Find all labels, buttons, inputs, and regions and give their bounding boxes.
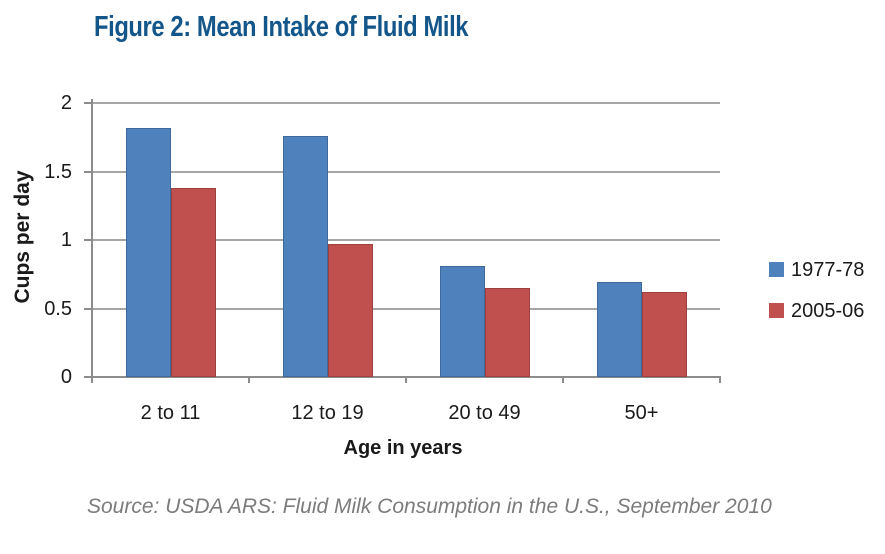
bar-1977-78-50+ bbox=[596, 282, 642, 377]
bar-2005-06-20-to-49 bbox=[484, 287, 530, 377]
y-tick-label: 1.5 bbox=[44, 160, 72, 183]
legend-label: 2005-06 bbox=[791, 300, 865, 322]
y-tick-label: 0.5 bbox=[44, 297, 72, 320]
gridline bbox=[92, 102, 720, 104]
x-tick bbox=[248, 377, 250, 383]
y-tick-label: 0 bbox=[60, 366, 72, 388]
bar-2005-06-2-to-11 bbox=[170, 187, 216, 377]
legend-label: 1977-78 bbox=[791, 259, 865, 281]
figure-title: Figure 2: Mean Intake of Fluid Milk bbox=[94, 11, 469, 43]
legend-swatch-2005-06 bbox=[769, 303, 784, 318]
y-tick bbox=[84, 376, 92, 378]
bar-1977-78-20-to-49 bbox=[439, 266, 485, 377]
x-axis-title: Age in years bbox=[343, 437, 463, 459]
x-tick bbox=[405, 377, 407, 383]
x-tick bbox=[719, 377, 721, 383]
y-tick bbox=[84, 170, 92, 173]
y-tick bbox=[84, 239, 92, 241]
bar-1977-78-12-to-19 bbox=[282, 135, 328, 377]
bar-2005-06-50+ bbox=[641, 292, 687, 377]
x-category-label: 2 to 11 bbox=[140, 402, 201, 424]
y-axis-line bbox=[91, 99, 93, 383]
x-category-label: 12 to 19 bbox=[291, 402, 364, 424]
x-category-label: 50+ bbox=[624, 402, 659, 424]
source-note: Source: USDA ARS: Fluid Milk Consumption… bbox=[87, 495, 772, 518]
gridline bbox=[92, 239, 720, 241]
y-tick bbox=[84, 102, 92, 104]
y-tick bbox=[84, 307, 92, 310]
y-tick-label: 2 bbox=[60, 92, 72, 114]
x-tick bbox=[562, 377, 564, 383]
bar-1977-78-2-to-11 bbox=[125, 127, 171, 377]
gridline bbox=[92, 307, 720, 310]
x-category-label: 20 to 49 bbox=[448, 402, 521, 424]
y-tick-label: 1 bbox=[60, 229, 72, 251]
gridline bbox=[92, 170, 720, 173]
legend-swatch-1977-78 bbox=[769, 262, 784, 277]
bar-2005-06-12-to-19 bbox=[327, 244, 373, 377]
